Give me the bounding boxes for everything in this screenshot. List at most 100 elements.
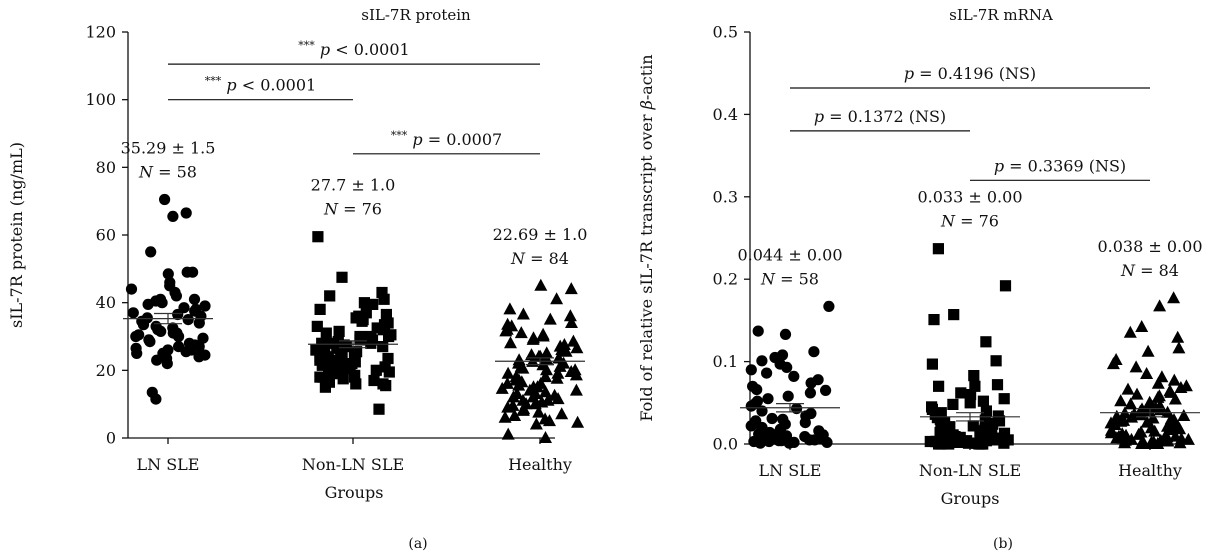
data-point xyxy=(319,344,331,356)
data-point xyxy=(926,358,938,370)
data-point xyxy=(172,308,184,321)
data-point xyxy=(955,387,967,399)
data-point xyxy=(534,278,548,291)
data-point xyxy=(933,380,945,392)
data-point xyxy=(312,231,324,243)
data-point xyxy=(979,414,991,426)
chart-title: sIL-7R mRNA xyxy=(949,6,1053,24)
data-point xyxy=(551,366,565,379)
data-point xyxy=(969,380,981,392)
y-tick-label: 0.1 xyxy=(713,352,738,371)
y-tick-label: 120 xyxy=(85,23,116,42)
data-point xyxy=(171,327,183,339)
data-point xyxy=(570,341,584,354)
data-point xyxy=(170,290,182,302)
data-point xyxy=(1106,357,1120,370)
y-tick-label: 0.2 xyxy=(713,270,738,289)
data-point xyxy=(504,336,517,349)
data-point xyxy=(508,409,522,421)
data-point xyxy=(555,407,569,420)
data-point xyxy=(319,381,331,393)
data-point xyxy=(783,437,795,449)
data-point xyxy=(182,314,194,326)
data-point xyxy=(777,413,789,425)
data-point xyxy=(751,384,763,396)
data-point xyxy=(998,437,1010,449)
data-point xyxy=(516,307,530,320)
data-point xyxy=(779,328,792,340)
data-point xyxy=(512,378,526,391)
data-point xyxy=(368,374,380,387)
stat-label: 35.29 ± 1.5 xyxy=(121,138,216,157)
n-label: N = 58 xyxy=(138,162,197,181)
data-point xyxy=(380,380,392,392)
data-point xyxy=(539,385,552,398)
data-point xyxy=(376,286,388,299)
y-tick-label: 0.3 xyxy=(713,187,738,206)
panel-label: (a) xyxy=(408,536,427,552)
y-axis-title: sIL-7R protein (ng/mL) xyxy=(7,142,26,328)
data-point xyxy=(373,403,385,415)
stat-label: 22.69 ± 1.0 xyxy=(493,225,588,244)
data-point xyxy=(150,393,162,405)
data-point xyxy=(756,355,768,367)
data-point xyxy=(199,300,211,312)
data-point xyxy=(928,314,940,326)
data-point xyxy=(1135,437,1149,449)
data-point xyxy=(569,383,583,396)
data-point xyxy=(1123,325,1137,338)
data-point xyxy=(371,322,383,334)
data-point xyxy=(324,337,336,349)
data-point xyxy=(947,398,959,410)
data-point xyxy=(745,400,757,412)
y-tick-label: 100 xyxy=(85,90,116,109)
data-point xyxy=(377,341,389,353)
data-point xyxy=(151,354,163,366)
data-point xyxy=(499,324,513,337)
data-point xyxy=(986,428,998,440)
data-point xyxy=(974,431,986,443)
data-point xyxy=(559,344,573,357)
data-point xyxy=(1135,320,1149,332)
series-non-ln-sle: 0.033 ± 0.00 N = 76 xyxy=(917,188,1023,450)
data-point xyxy=(749,417,762,429)
data-point xyxy=(323,368,335,380)
data-point xyxy=(1181,432,1195,445)
data-point xyxy=(358,297,370,309)
data-point xyxy=(550,292,564,305)
data-point xyxy=(322,351,334,363)
data-point xyxy=(550,371,564,384)
data-point xyxy=(354,334,366,346)
data-point xyxy=(367,298,379,310)
data-point xyxy=(532,349,546,362)
data-point xyxy=(998,393,1010,405)
significance-label: p = 0.1372 (NS) xyxy=(814,107,946,126)
data-point xyxy=(516,361,530,374)
data-point xyxy=(1129,360,1143,373)
data-point xyxy=(1168,392,1182,405)
chart-title: sIL-7R protein xyxy=(361,6,471,24)
data-point xyxy=(980,405,992,417)
data-point xyxy=(501,400,515,413)
data-point xyxy=(180,346,192,358)
data-point xyxy=(310,344,322,356)
data-point xyxy=(378,324,390,336)
data-point xyxy=(965,389,977,401)
data-point xyxy=(977,395,989,407)
data-point xyxy=(571,415,585,428)
chart-panel-a: 0 20 40 60 80 100 120 LN SLE Non-LN SLE Healthy Gr… xyxy=(7,6,587,552)
data-point xyxy=(754,437,766,449)
data-point xyxy=(1172,341,1186,354)
y-tick-label: 0.0 xyxy=(713,435,738,454)
data-point xyxy=(383,330,395,343)
series-healthy: 0.038 ± 0.00 N = 84 xyxy=(1097,237,1203,449)
data-point xyxy=(335,349,347,361)
data-point xyxy=(944,421,956,433)
data-point xyxy=(380,308,392,321)
data-point xyxy=(816,433,828,445)
data-point xyxy=(1153,299,1167,312)
data-point xyxy=(356,315,368,327)
data-point xyxy=(761,367,773,379)
y-tick-label: 20 xyxy=(96,361,116,380)
